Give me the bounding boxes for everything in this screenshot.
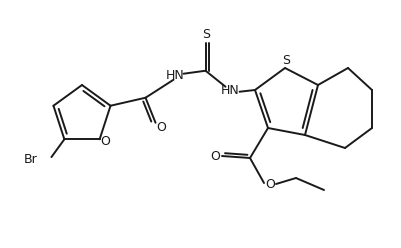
Text: S: S: [202, 28, 210, 41]
Text: O: O: [210, 151, 219, 163]
Text: Br: Br: [24, 153, 37, 166]
Text: O: O: [264, 178, 274, 190]
Text: O: O: [100, 135, 110, 148]
Text: O: O: [156, 121, 166, 134]
Text: HN: HN: [166, 69, 184, 82]
Text: S: S: [281, 54, 289, 66]
Text: HN: HN: [221, 84, 239, 97]
